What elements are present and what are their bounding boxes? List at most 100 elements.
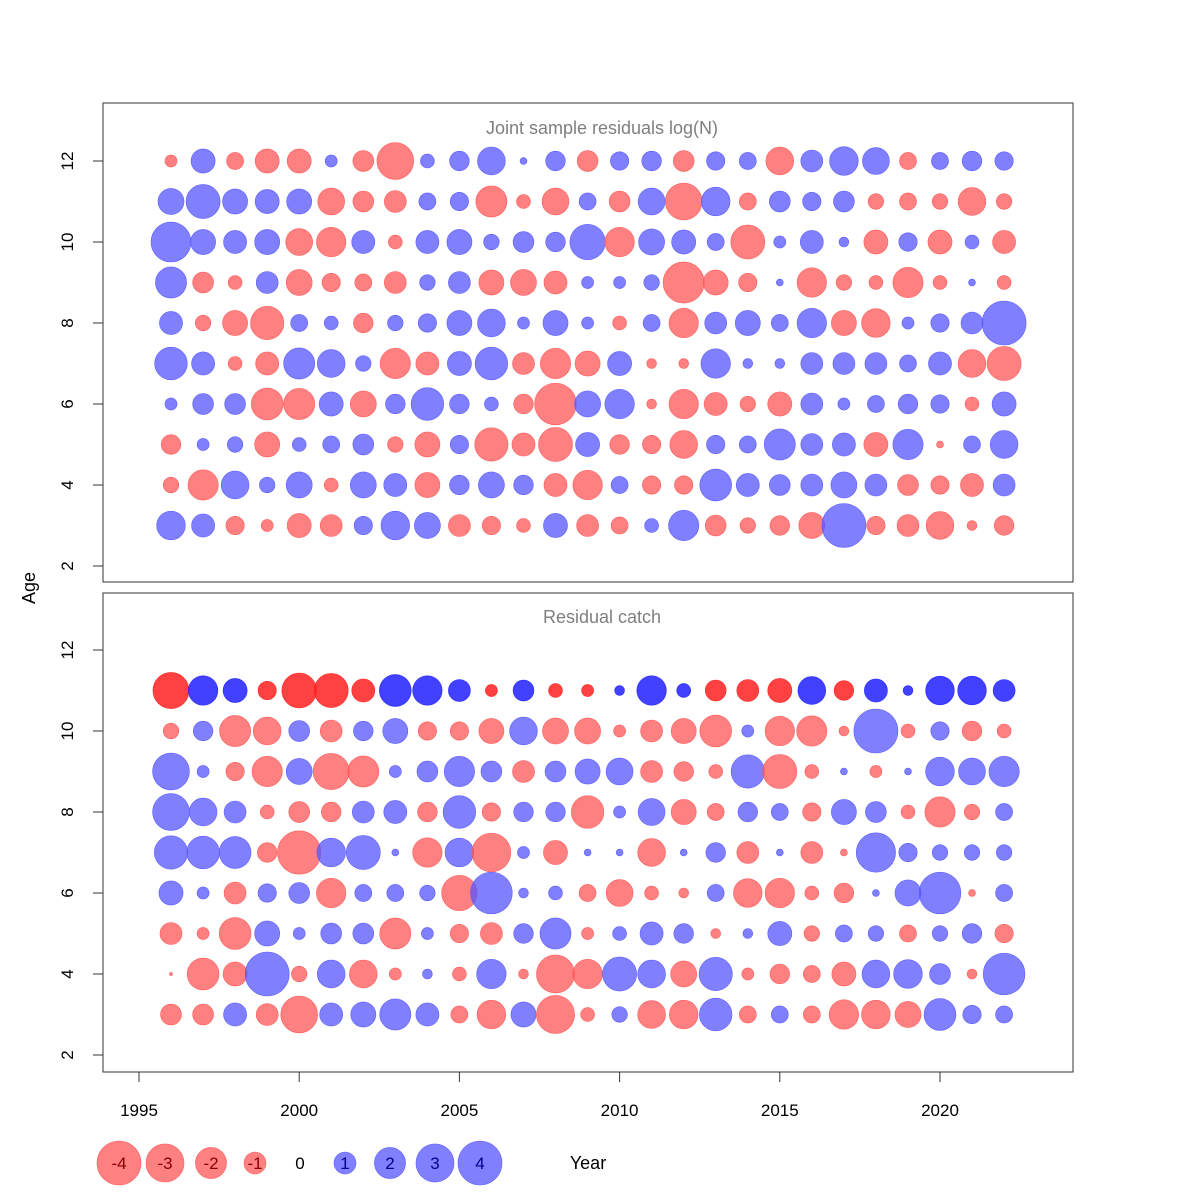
residual-bubble	[512, 679, 535, 702]
residual-bubble	[904, 767, 912, 776]
residual-bubble	[543, 473, 568, 497]
residual-bubble	[421, 927, 434, 940]
residual-bubble	[512, 352, 535, 375]
residual-bubble	[419, 274, 436, 291]
residual-bubble	[196, 438, 210, 451]
residual-bubble	[222, 961, 248, 987]
residual-bubble	[476, 958, 507, 990]
residual-bubble	[770, 1005, 789, 1024]
residual-bubble	[481, 515, 501, 535]
legend-bubble	[374, 1147, 406, 1179]
residual-bubble	[169, 972, 173, 976]
residual-bubble	[581, 316, 594, 330]
residual-bubble	[513, 801, 534, 823]
residual-bubble	[767, 678, 793, 703]
residual-bubble	[545, 231, 566, 253]
residual-bubble	[260, 519, 274, 532]
residual-bubble	[226, 152, 244, 170]
residual-bubble	[444, 837, 475, 868]
residual-bubble	[961, 720, 983, 742]
residual-bubble	[155, 266, 187, 299]
residual-bubble	[610, 476, 629, 494]
residual-bubble	[832, 432, 856, 457]
residual-bubble	[639, 921, 664, 946]
residual-bubble	[837, 397, 851, 411]
residual-bubble	[513, 923, 534, 944]
residual-bubble	[574, 717, 601, 745]
residual-bubble	[417, 801, 438, 823]
residual-bubble	[957, 187, 987, 216]
residual-bubble	[602, 956, 637, 992]
residual-bubble	[802, 965, 821, 983]
panel-title: Residual catch	[543, 607, 661, 627]
residual-bubble	[865, 801, 887, 823]
residual-bubble	[162, 476, 180, 494]
residual-bubble	[292, 927, 306, 940]
residual-bubble	[383, 473, 408, 497]
residual-bubble	[391, 848, 400, 857]
x-axis-title: Year	[570, 1153, 606, 1173]
residual-bubble	[829, 146, 859, 176]
residual-bubble	[283, 347, 316, 380]
residual-bubble	[610, 516, 629, 535]
y-tick-label: 4	[58, 480, 77, 489]
residual-bubble	[485, 684, 498, 697]
residual-bubble	[349, 959, 378, 989]
residual-bubble	[928, 351, 952, 376]
residual-bubble	[796, 715, 828, 747]
residual-bubble	[804, 885, 820, 901]
residual-bubble	[646, 358, 657, 369]
residual-bubble	[996, 193, 1013, 210]
residual-bubble	[254, 148, 280, 174]
residual-bubble	[380, 510, 410, 541]
residual-bubble	[286, 513, 312, 538]
residual-bubble	[637, 1000, 666, 1029]
y-tick-label: 2	[58, 1050, 77, 1059]
residual-bubble	[355, 355, 372, 372]
residual-bubble	[699, 468, 732, 502]
residual-bubble	[474, 346, 509, 381]
residual-bubble	[730, 754, 765, 789]
residual-bubble	[963, 803, 981, 821]
residual-bubble	[861, 308, 891, 338]
residual-bubble	[958, 757, 986, 786]
residual-bubble	[821, 503, 867, 548]
residual-bubble	[963, 435, 981, 454]
residual-bubble	[862, 147, 890, 175]
residual-bubble	[154, 835, 188, 870]
residual-bubble	[961, 150, 983, 172]
residual-bubble	[442, 795, 477, 829]
residual-bubble	[957, 349, 987, 378]
residual-bubble	[765, 146, 795, 176]
residual-bubble	[838, 725, 850, 737]
residual-bubble	[288, 720, 310, 742]
residual-bubble	[835, 924, 853, 943]
residual-bubble	[449, 721, 469, 741]
residual-bubble	[855, 832, 896, 873]
residual-bubble	[702, 269, 729, 296]
residual-bubble	[388, 967, 402, 981]
residual-bubble	[968, 278, 976, 287]
x-tick-label: 2020	[921, 1101, 959, 1120]
residual-bubble	[281, 672, 317, 709]
residual-bubble	[769, 515, 790, 536]
residual-bubble	[741, 724, 755, 738]
residual-bubble	[730, 224, 766, 260]
residual-bubble	[925, 675, 955, 706]
y-tick-label: 4	[58, 969, 77, 978]
residual-bubble	[866, 515, 886, 535]
residual-bubble	[379, 674, 412, 707]
residual-bubble	[607, 351, 632, 376]
residual-bubble	[763, 428, 796, 461]
residual-bubble	[638, 228, 665, 256]
residual-bubble	[737, 801, 758, 823]
residual-bubble	[186, 835, 220, 870]
residual-bubble	[542, 717, 569, 745]
residual-bubble	[767, 921, 793, 946]
residual-bubble	[831, 799, 857, 825]
residual-bubble	[996, 844, 1013, 861]
residual-bubble	[930, 475, 950, 495]
residual-bubble	[605, 879, 634, 907]
residual-bubble	[636, 675, 667, 706]
residual-bubble	[187, 469, 219, 501]
